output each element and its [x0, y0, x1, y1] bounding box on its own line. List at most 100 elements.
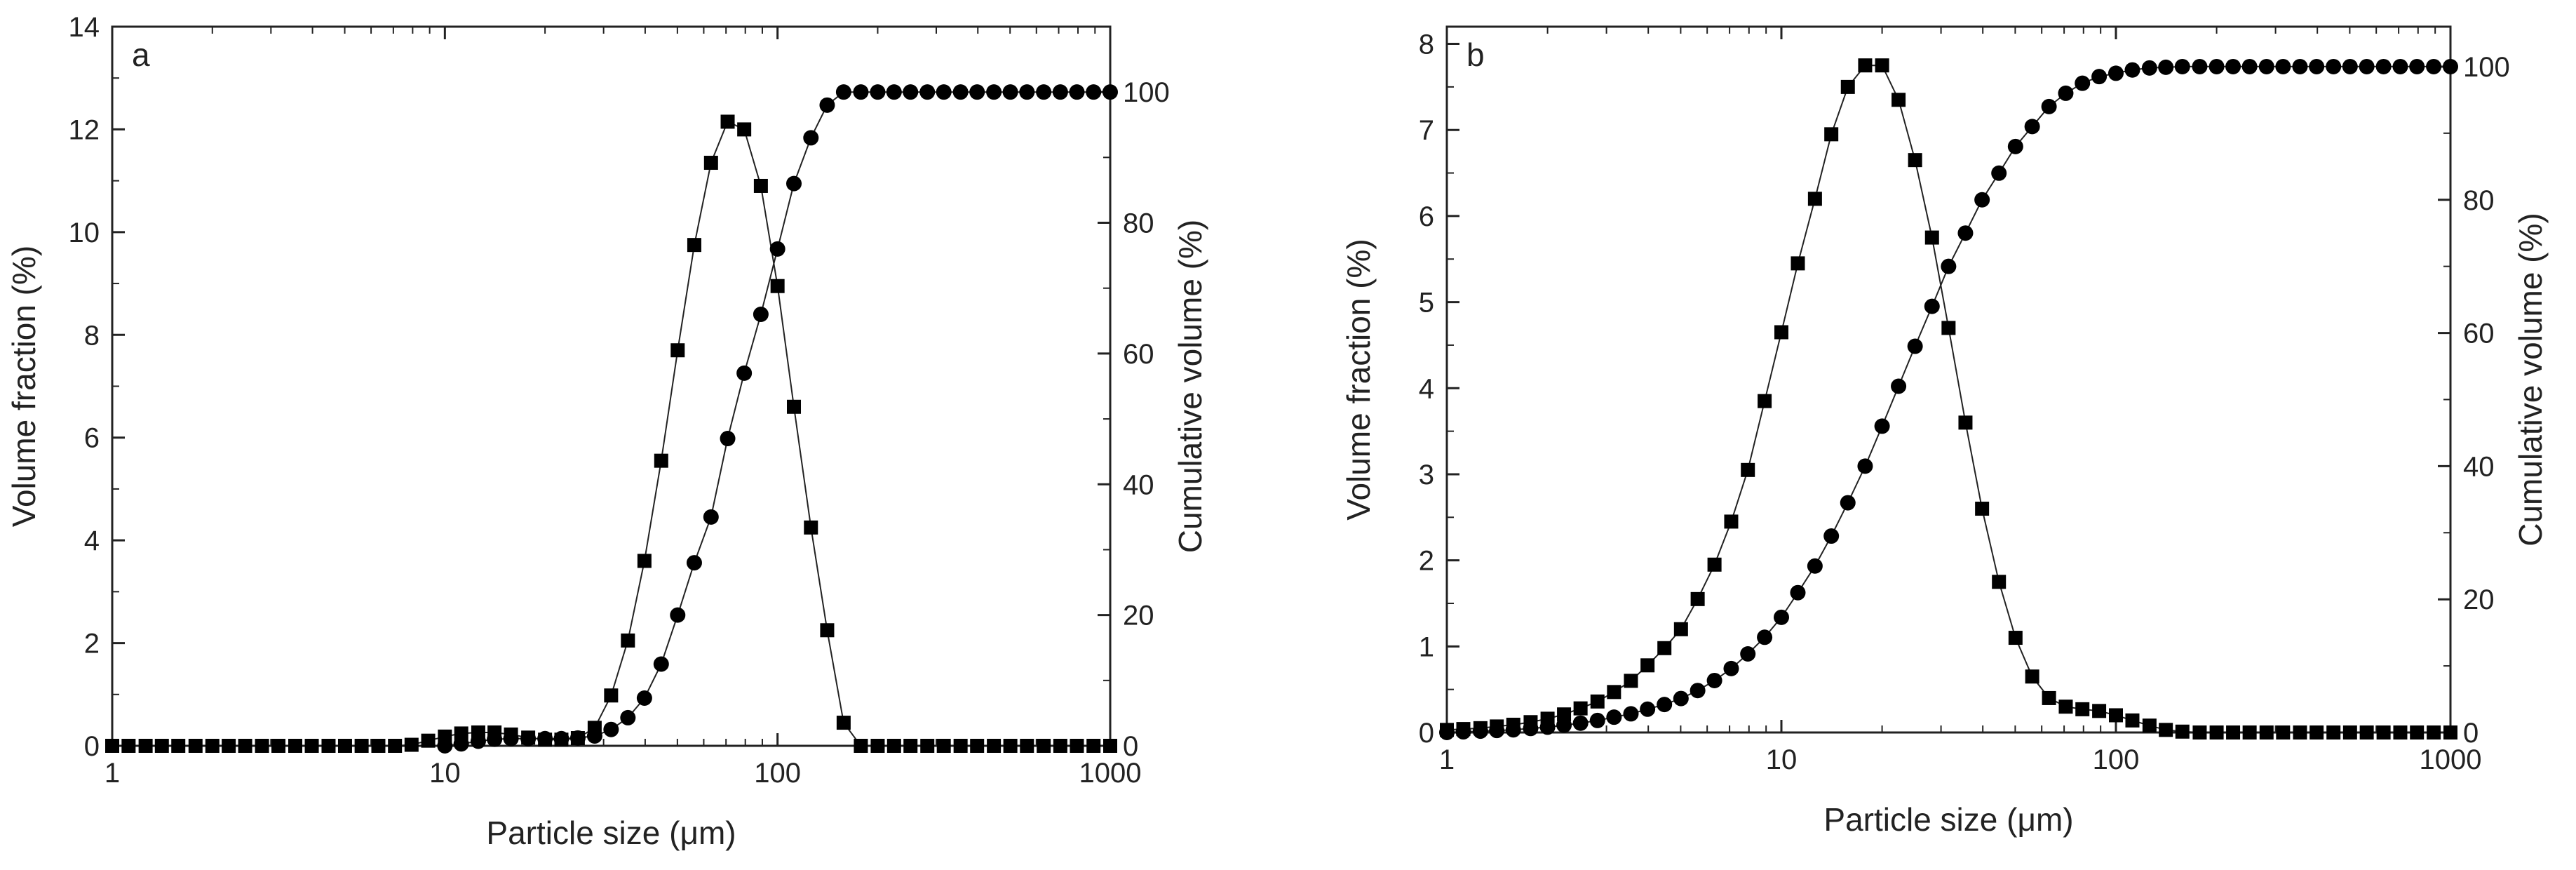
square-marker — [1624, 674, 1638, 688]
square-marker — [371, 739, 386, 753]
x-axis-title: Particle size (μm) — [1823, 801, 2073, 838]
square-marker — [2242, 725, 2257, 740]
square-marker — [255, 739, 269, 753]
square-marker — [2393, 725, 2408, 740]
circle-marker — [1957, 225, 1974, 241]
circle-marker — [503, 730, 519, 747]
circle-marker — [753, 307, 769, 322]
square-marker — [920, 739, 935, 753]
x-tick-label: 1000 — [1079, 758, 1142, 789]
square-marker — [304, 739, 319, 753]
square-marker — [1941, 321, 1956, 335]
circle-marker — [1657, 697, 1673, 713]
circle-marker — [2409, 58, 2425, 74]
chart-panel-b: 1 10 100 1000012345678020406080100Particle … — [1340, 25, 2549, 838]
circle-marker — [1640, 701, 1656, 717]
circle-marker — [586, 728, 602, 744]
circle-marker — [986, 84, 1002, 100]
square-marker — [171, 739, 186, 753]
circle-marker — [1606, 709, 1622, 725]
square-marker — [404, 737, 419, 752]
circle-marker — [2225, 58, 2241, 74]
circle-marker — [636, 690, 652, 706]
circle-marker — [936, 84, 952, 100]
square-marker — [1557, 707, 1572, 722]
circle-marker — [1874, 418, 1890, 434]
circle-marker — [1019, 84, 1035, 100]
square-marker — [1657, 641, 1672, 655]
y2-axis-title: Cumulative volume (%) — [1172, 220, 1208, 553]
circle-marker — [1439, 725, 1455, 740]
circle-marker — [720, 431, 736, 447]
y2-tick-label: 80 — [2463, 185, 2495, 216]
square-marker — [1758, 394, 1772, 408]
square-marker — [1975, 502, 1990, 516]
circle-marker — [2292, 58, 2308, 74]
square-marker — [1774, 325, 1788, 340]
circle-marker — [2209, 58, 2225, 74]
square-marker — [1590, 694, 1605, 709]
square-marker — [854, 739, 868, 753]
circle-marker — [1774, 609, 1789, 625]
circle-marker — [853, 84, 869, 100]
circle-marker — [2124, 62, 2140, 78]
panel-label: a — [132, 36, 150, 73]
circle-marker — [1790, 584, 1806, 601]
circle-marker — [819, 97, 835, 113]
square-marker — [2410, 725, 2425, 740]
square-marker — [205, 739, 220, 753]
circle-marker — [903, 84, 919, 100]
circle-marker — [1556, 717, 1572, 733]
circle-marker — [1723, 660, 1739, 676]
circle-marker — [686, 555, 702, 571]
circle-marker — [1086, 84, 1102, 100]
circle-marker — [1572, 715, 1589, 731]
circle-marker — [1740, 646, 1756, 662]
square-marker — [2075, 702, 2090, 716]
y2-tick-label: 60 — [1123, 339, 1154, 370]
square-marker — [737, 122, 752, 137]
circle-marker — [1523, 721, 1539, 737]
y-tick-label: 3 — [1419, 460, 1434, 490]
y-tick-label: 8 — [1419, 29, 1434, 60]
square-marker — [105, 739, 119, 753]
circle-marker — [769, 241, 785, 257]
square-marker — [154, 739, 169, 753]
circle-marker — [1589, 712, 1605, 728]
circle-marker — [1706, 672, 1722, 688]
square-marker — [1824, 127, 1839, 142]
circle-marker — [2375, 58, 2392, 74]
circle-marker — [2075, 75, 2091, 91]
circle-marker — [1472, 723, 1488, 740]
square-marker — [188, 739, 203, 753]
circle-marker — [736, 365, 753, 381]
square-marker — [1020, 739, 1034, 753]
x-tick-label: 1000 — [2420, 744, 2482, 775]
series-line — [1446, 65, 2450, 733]
y2-tick-label: 100 — [1123, 77, 1170, 108]
square-marker — [770, 279, 785, 293]
circle-marker — [1757, 629, 1773, 645]
square-marker — [2109, 708, 2123, 723]
circle-marker — [1623, 706, 1639, 722]
square-marker — [2159, 723, 2173, 737]
square-marker — [1690, 591, 1705, 606]
circle-marker — [1539, 719, 1556, 735]
square-marker — [2259, 725, 2274, 740]
y-tick-label: 6 — [84, 423, 100, 454]
circle-marker — [1991, 165, 2007, 181]
x-tick-label: 1 — [1439, 744, 1455, 775]
square-marker — [271, 739, 286, 753]
square-marker — [1103, 739, 1117, 753]
square-marker — [753, 178, 768, 193]
circle-marker — [1690, 683, 1706, 699]
circle-marker — [2275, 58, 2291, 74]
circle-marker — [952, 84, 969, 100]
circle-marker — [1036, 84, 1052, 100]
circle-marker — [470, 733, 486, 749]
y-tick-label: 0 — [1419, 718, 1434, 749]
y2-tick-label: 20 — [2463, 584, 2495, 615]
square-marker — [321, 739, 336, 753]
circle-marker — [2192, 58, 2208, 74]
square-marker — [2309, 725, 2324, 740]
